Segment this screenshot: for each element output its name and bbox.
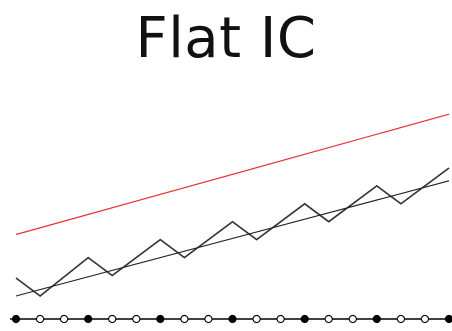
marker-hollow — [35, 314, 45, 324]
series-layer — [15, 113, 450, 298]
marker-hollow — [180, 314, 189, 324]
marker-hollow — [252, 314, 261, 324]
marker-hollow — [132, 314, 141, 324]
marker-hollow — [204, 314, 213, 324]
marker-filled — [156, 314, 165, 324]
marker-hollow — [276, 314, 285, 324]
marker-hollow — [348, 314, 357, 324]
slide-title: Flat IC — [135, 6, 317, 71]
series-line-trend — [15, 180, 450, 297]
series-line-upper — [15, 113, 450, 236]
marker-hollow — [396, 314, 406, 324]
series-line-zigzag — [15, 167, 450, 298]
marker-filled — [444, 314, 452, 324]
marker-layer — [11, 314, 452, 324]
marker-hollow — [108, 314, 117, 324]
marker-hollow — [420, 314, 430, 324]
marker-filled — [84, 314, 93, 324]
marker-filled — [372, 314, 381, 324]
marker-filled — [228, 314, 237, 324]
marker-filled — [11, 314, 21, 324]
marker-hollow — [59, 314, 69, 324]
marker-hollow — [324, 314, 333, 324]
marker-filled — [300, 314, 309, 324]
